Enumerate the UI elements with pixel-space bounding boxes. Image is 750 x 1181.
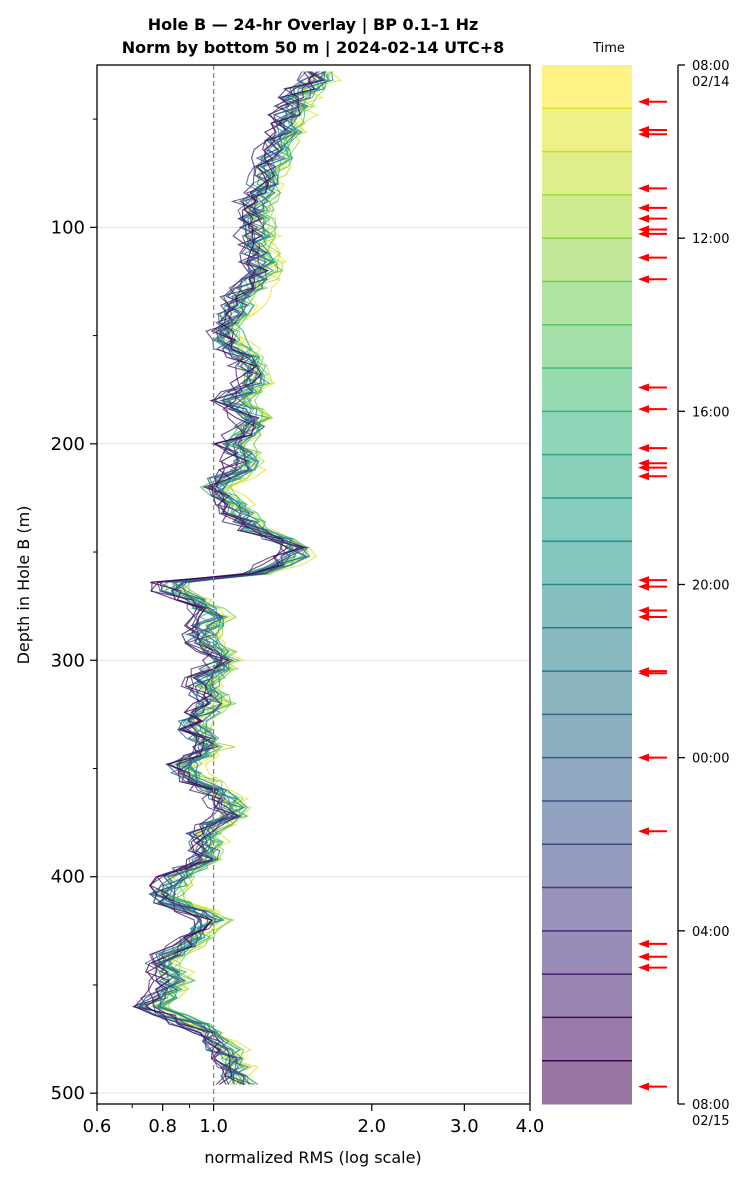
y-axis-label: Depth in Hole B (m): [14, 506, 33, 665]
colorbar-segment-7: [542, 368, 632, 412]
event-arrow-4: [638, 203, 667, 212]
colorbar-segment-0: [542, 65, 632, 109]
colorbar-segment-12: [542, 584, 632, 629]
event-arrow-8: [638, 253, 667, 262]
y-tick-label-2: 300: [51, 650, 85, 671]
event-arrow-26: [638, 963, 667, 972]
x-axis: 0.6 0.8 1.0 2.0 3.0 4.0: [83, 1104, 545, 1137]
colorbar-tick-label-6: 08:00: [692, 1098, 729, 1113]
colorbar-tick-sublabel-6: 02/15: [692, 1114, 729, 1129]
colorbar-segment-21: [542, 974, 632, 1018]
colorbar-tick-label-4: 00:00: [692, 752, 729, 767]
colorbar-title: Time: [592, 41, 625, 56]
event-arrow-7: [638, 229, 667, 238]
event-arrows: [638, 97, 667, 1091]
x-axis-label: normalized RMS (log scale): [204, 1148, 421, 1167]
colorbar-segment-2: [542, 151, 632, 196]
event-arrow-3: [638, 184, 667, 193]
rms-profile-16: [154, 71, 316, 1085]
colorbar-segment-17: [542, 800, 632, 845]
event-arrow-15: [638, 472, 667, 481]
rms-profile-7: [152, 71, 321, 1085]
rms-profile-13: [156, 71, 325, 1086]
colorbar-axis: 08:0002/1412:0016:0020:0000:0004:0008:00…: [677, 59, 729, 1129]
event-arrow-16: [638, 576, 667, 585]
y-tick-label-3: 400: [51, 867, 85, 888]
rms-profile-2: [155, 71, 325, 1086]
y-tick-label-4: 500: [51, 1083, 85, 1104]
colorbar-segment-18: [542, 844, 632, 889]
x-tick-label-0: 0.6: [83, 1116, 112, 1137]
event-arrow-19: [638, 612, 667, 621]
event-arrow-11: [638, 405, 667, 414]
event-arrow-23: [638, 827, 667, 836]
event-arrow-10: [638, 383, 667, 392]
colorbar-tick-label-5: 04:00: [692, 925, 729, 940]
colorbar-segment-16: [542, 757, 632, 802]
event-arrow-2: [638, 130, 667, 139]
x-tick-label-2: 1.0: [199, 1116, 228, 1137]
event-arrow-0: [638, 97, 667, 106]
chart-title-line1: Hole B — 24-hr Overlay | BP 0.1–1 Hz: [148, 15, 479, 35]
colorbar-segment-6: [542, 324, 632, 369]
colorbar-tick-sublabel-0: 02/14: [692, 75, 729, 90]
colorbar-segment-3: [542, 194, 632, 239]
colorbar-segment-20: [542, 930, 632, 975]
rms-profile-5: [141, 71, 319, 1085]
event-arrow-9: [638, 275, 667, 284]
rms-profiles: [132, 70, 343, 1086]
rms-profile-12: [157, 71, 321, 1085]
colorbar-segment-14: [542, 671, 632, 715]
colorbar-segment-10: [542, 497, 632, 542]
x-tick-label-1: 0.8: [148, 1116, 177, 1137]
colorbar-segment-19: [542, 887, 632, 932]
event-arrow-25: [638, 952, 667, 961]
colorbar-segment-15: [542, 714, 632, 759]
colorbar-segment-5: [542, 281, 632, 326]
colorbar-segment-8: [542, 411, 632, 456]
event-arrow-17: [638, 582, 667, 591]
colorbar-segment-1: [542, 108, 632, 153]
y-tick-label-1: 200: [51, 434, 85, 455]
rms-profile-11: [136, 71, 334, 1085]
x-tick-label-4: 3.0: [450, 1116, 479, 1137]
event-arrow-18: [638, 606, 667, 615]
colorbar-segment-13: [542, 627, 632, 672]
colorbar-segment-22: [542, 1017, 632, 1062]
colorbar-tick-label-0: 08:00: [692, 59, 729, 74]
colorbar-tick-label-2: 16:00: [692, 405, 729, 420]
rms-profile-20: [147, 71, 326, 1085]
colorbar-segment-9: [542, 454, 632, 499]
event-arrow-24: [638, 939, 667, 948]
chart-title-line2: Norm by bottom 50 m | 2024-02-14 UTC+8: [122, 38, 505, 58]
event-arrow-22: [638, 753, 667, 762]
rms-profile-23: [144, 71, 318, 1085]
x-tick-label-3: 2.0: [357, 1116, 386, 1137]
x-tick-label-5: 4.0: [516, 1116, 545, 1137]
colorbar-tick-label-3: 20:00: [692, 579, 729, 594]
rms-profile-0: [150, 71, 334, 1085]
colorbar-segment-23: [542, 1060, 632, 1105]
plot-frame: [96, 64, 531, 1105]
event-arrow-27: [638, 1082, 667, 1091]
colorbar: [542, 65, 632, 1105]
event-arrow-14: [638, 463, 667, 472]
rms-profile-6: [155, 71, 329, 1085]
colorbar-tick-label-1: 12:00: [692, 232, 729, 247]
rms-profile-3: [153, 71, 331, 1085]
colorbar-segment-11: [542, 541, 632, 585]
event-arrow-5: [638, 214, 667, 223]
colorbar-segment-4: [542, 238, 632, 282]
rms-profile-14: [152, 71, 326, 1085]
rms-profile-9: [152, 71, 330, 1085]
y-axis: 100 200 300 400 500: [51, 118, 97, 1104]
event-arrow-21: [638, 669, 667, 678]
rms-profile-19: [138, 70, 327, 1085]
event-arrow-12: [638, 444, 667, 453]
y-tick-label-0: 100: [51, 217, 85, 238]
